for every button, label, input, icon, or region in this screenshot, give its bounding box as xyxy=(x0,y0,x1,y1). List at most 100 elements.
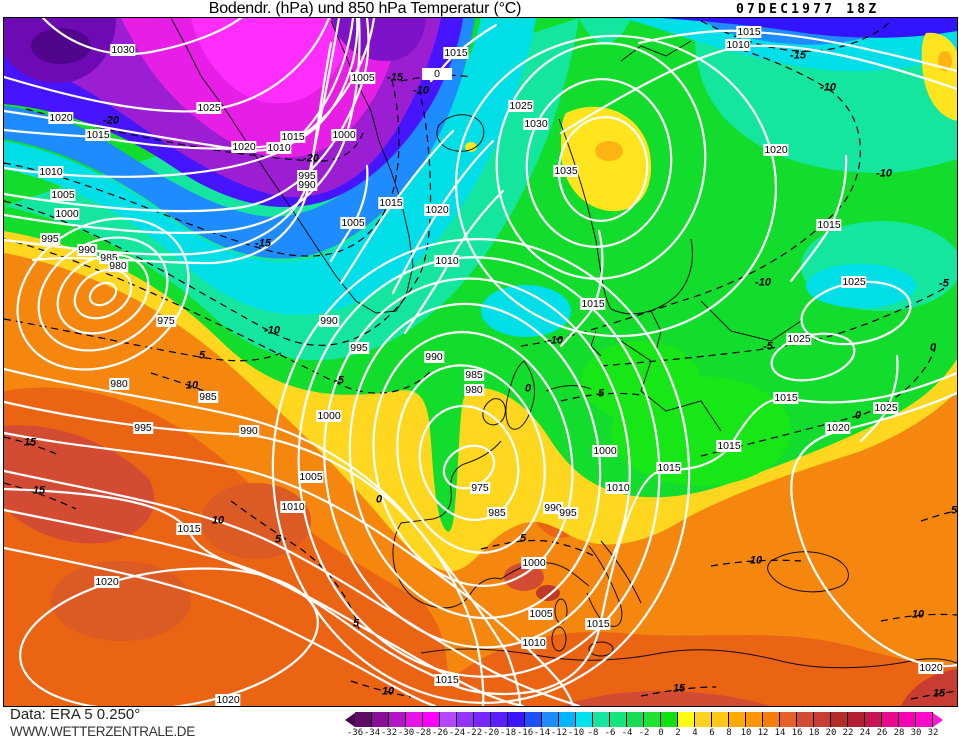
isotherm-label: 5 xyxy=(519,532,527,545)
isotherm-label: 0 xyxy=(854,409,862,422)
isobar-label: 1000 xyxy=(54,208,80,220)
isotherm-label: -15 xyxy=(387,71,403,84)
colorbar-cell xyxy=(457,712,474,727)
datetime-stamp: 07DEC1977 18Z xyxy=(736,2,880,17)
colorbar-tick: -28 xyxy=(414,728,432,738)
isotherm-label: -15 xyxy=(255,237,271,250)
colorbar-tick: 4 xyxy=(692,728,698,738)
isobar-label: 1030 xyxy=(110,44,136,56)
colorbar-tick: 2 xyxy=(675,728,681,738)
isobar-label: 1020 xyxy=(424,204,450,216)
colorbar-tick-labels: -36 -34 -32 -30 -28 -26 -24 -22 -20 -18 -16 -14 -12-… xyxy=(345,728,959,739)
isobar-label: 995 xyxy=(349,342,369,354)
colorbar-cell xyxy=(423,712,440,727)
colorbar-tick: 16 xyxy=(791,728,803,738)
colorbar-tick: 12 xyxy=(757,728,769,738)
colorbar-tick: -8 xyxy=(587,728,599,738)
isobar-label: 1010 xyxy=(280,501,306,513)
colorbar-tick: -18 xyxy=(499,728,517,738)
weather-map: 1030 1025 1020 1015 1020 1010 1015 1005 1000 995 9… xyxy=(3,17,958,707)
isotherm-label: -10 xyxy=(264,324,280,337)
colorbar-cell xyxy=(355,712,372,727)
isobar-label: 1025 xyxy=(873,402,899,414)
colorbar-tick: 0 xyxy=(658,728,664,738)
colorbar-cell xyxy=(372,712,389,727)
colorbar-cell xyxy=(763,712,780,727)
colorbar-cell xyxy=(678,712,695,727)
colorbar-cell xyxy=(882,712,899,727)
isotherm-label: 0 xyxy=(524,382,532,395)
isobar-label: 1015 xyxy=(773,392,799,404)
isobar-label: 1000 xyxy=(316,410,342,422)
isobar-label: 1015 xyxy=(280,131,306,143)
colorbar-cell xyxy=(899,712,916,727)
isobar-label: 990 xyxy=(319,315,339,327)
colorbar-cell xyxy=(474,712,491,727)
isobar-label: 1015 xyxy=(736,26,762,38)
isobar-label: 995 xyxy=(40,233,60,245)
isobar-label: 990 xyxy=(543,502,563,514)
isotherm-label: 15 xyxy=(932,687,946,700)
isobar-label: 1010 xyxy=(725,39,751,51)
colorbar-tick: 20 xyxy=(825,728,837,738)
colorbar-tick: 26 xyxy=(876,728,888,738)
website-credit: WWW.WETTERZENTRALE.DE xyxy=(10,724,195,739)
isobar-label: 1025 xyxy=(841,276,867,288)
colorbar-cell xyxy=(865,712,882,727)
isobar-label: 1015 xyxy=(656,462,682,474)
colorbar-cell xyxy=(508,712,525,727)
isobar-label: 990 xyxy=(239,425,259,437)
colorbar-cell xyxy=(542,712,559,727)
colorbar-cell xyxy=(916,712,933,727)
isotherm-label: -20 xyxy=(103,114,119,127)
isobar-label: 985 xyxy=(487,507,507,519)
isotherm-label: 10 xyxy=(185,379,199,392)
isobar-label: 1015 xyxy=(816,219,842,231)
colorbar-cell xyxy=(406,712,423,727)
isobar-label: 980 xyxy=(109,378,129,390)
isobar-label: 1025 xyxy=(196,102,222,114)
colorbar-tick: 14 xyxy=(774,728,786,738)
isotherm-label: 0 xyxy=(929,341,937,354)
colorbar-cell xyxy=(559,712,576,727)
colorbar-tick: -34 xyxy=(363,728,381,738)
colorbar-tick: -20 xyxy=(482,728,500,738)
isotherm-label: 5 xyxy=(950,504,958,517)
colorbar-cell xyxy=(746,712,763,727)
isobar-label: 1010 xyxy=(605,482,631,494)
isobar-label: 995 xyxy=(133,422,153,434)
isobar-label: 1020 xyxy=(48,112,74,124)
isobar-label: 1010 xyxy=(266,142,292,154)
data-source-credit: Data: ERA 5 0.250° xyxy=(10,706,141,723)
colorbar-cell xyxy=(695,712,712,727)
colorbar-cell xyxy=(627,712,644,727)
isobar-label: 1005 xyxy=(340,217,366,229)
colorbar-tick: -16 xyxy=(516,728,534,738)
page-title: Bodendr. (hPa) und 850 hPa Temperatur (°… xyxy=(208,0,522,17)
isobar-label: 975 xyxy=(156,315,176,327)
isotherm-label: -10 xyxy=(413,84,429,97)
isobar-label: 1015 xyxy=(716,440,742,452)
isobar-label: 1000 xyxy=(331,129,357,141)
isobar-label: 1020 xyxy=(94,576,120,588)
isotherm-label: 0 xyxy=(375,493,383,506)
isobar-label: 980 xyxy=(108,260,128,272)
isotherm-label: -10 xyxy=(755,276,771,289)
colorbar-cell xyxy=(814,712,831,727)
isobar-label: 1020 xyxy=(825,422,851,434)
colorbar-cell xyxy=(797,712,814,727)
isobar-label: 990 xyxy=(77,244,97,256)
isobar-label: 1005 xyxy=(528,608,554,620)
temperature-colorbar xyxy=(345,712,943,727)
colorbar-cell xyxy=(576,712,593,727)
isobar-label: 1015 xyxy=(176,523,202,535)
isobar-label: 1030 xyxy=(523,118,549,130)
isobar-label: 1015 xyxy=(85,129,111,141)
isobar-label: 1020 xyxy=(763,144,789,156)
isobar-label: 1005 xyxy=(50,189,76,201)
isotherm-label: -15 xyxy=(790,49,806,62)
colorbar-cell xyxy=(644,712,661,727)
isotherm-label: -10 xyxy=(876,167,892,180)
colorbar-cell xyxy=(491,712,508,727)
isotherm-label: 5 xyxy=(274,533,282,546)
